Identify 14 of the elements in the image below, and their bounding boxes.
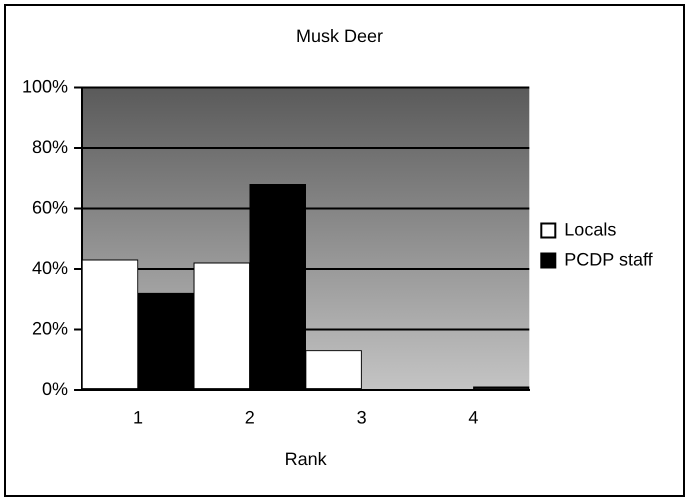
x-tick-label: 1 <box>132 408 143 428</box>
y-tick-label: 40% <box>32 258 68 278</box>
y-tick-label: 0% <box>42 378 68 399</box>
y-tick-label: 80% <box>32 137 68 158</box>
y-tick-label: 60% <box>32 197 68 218</box>
legend-label: PCDP staff <box>564 249 654 270</box>
x-tick-label: 4 <box>468 408 478 428</box>
chart-title: Musk Deer <box>296 26 384 46</box>
y-tick-label: 100% <box>22 76 68 97</box>
x-tick-label: 3 <box>356 408 367 428</box>
x-axis-title: Rank <box>284 449 328 470</box>
legend-label: Locals <box>564 219 616 240</box>
x-tick-label: 2 <box>244 408 255 428</box>
y-tick-label: 20% <box>32 318 68 338</box>
